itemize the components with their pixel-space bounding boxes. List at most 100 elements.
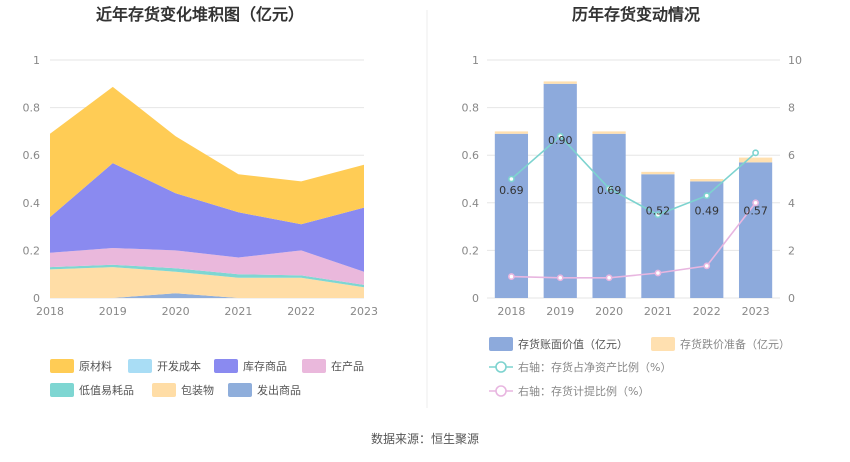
legend-label: 右轴：存货计提比例（%） (518, 384, 649, 398)
legend-label: 存货跌价准备（亿元） (680, 337, 790, 351)
right-x-tick-label: 2019 (546, 305, 574, 318)
bar (738, 157, 773, 163)
legend-label: 发出商品 (257, 383, 301, 397)
left-y-tick-label: 0.4 (23, 197, 41, 210)
bar (641, 174, 675, 298)
right-x-tick-label: 2022 (693, 305, 721, 318)
right-y2-tick-label: 2 (788, 244, 795, 257)
left-y-tick-label: 0.8 (23, 102, 41, 115)
right-x-tick-label: 2020 (595, 305, 623, 318)
right-x-tick-label: 2021 (644, 305, 672, 318)
right-legend: 存货账面价值（亿元） 存货跌价准备（亿元） 右轴：存货占净资产比例（%） 右轴：存货计… (489, 337, 790, 398)
line-point (703, 192, 711, 200)
line-point (654, 269, 662, 277)
source-note: 数据来源：恒生聚源 (371, 431, 479, 446)
left-y-tick-label: 0 (33, 292, 40, 305)
bar (543, 83, 577, 298)
right-y2-tick-label: 0 (788, 292, 795, 305)
line-point (556, 274, 564, 282)
left-y-tick-label: 0.2 (23, 244, 41, 257)
bar (494, 131, 529, 134)
line-point (752, 149, 759, 157)
line-point (508, 175, 515, 183)
left-x-tick-label: 2020 (162, 305, 190, 318)
left-y-tick-label: 0.6 (23, 149, 41, 162)
right-y-tick-label: 0.8 (462, 102, 480, 115)
bar (592, 133, 626, 298)
right-x-ticks: 2018 2019 2020 2021 2022 2023 (497, 305, 769, 318)
area-series (50, 264, 364, 288)
area-series (50, 86, 364, 225)
right-chart-title: 历年存货变动情况 (572, 5, 700, 24)
bar-value-label: 0.52 (646, 205, 671, 218)
left-chart-title: 近年存货变化堆积图（亿元） (96, 5, 304, 24)
right-y2-tick-label: 10 (788, 54, 802, 67)
line-point (752, 199, 759, 207)
bar-value-label: 0.69 (499, 184, 524, 197)
line-point (654, 211, 662, 219)
legend-label: 存货账面价值（亿元） (518, 337, 628, 351)
left-x-tick-label: 2023 (350, 305, 378, 318)
area-series (50, 163, 364, 272)
right-y2-tick-label: 6 (788, 149, 795, 162)
bar-value-label: 0.49 (695, 205, 720, 218)
right-y-tick-label: 0.2 (462, 244, 480, 257)
legend-marker (495, 361, 507, 373)
right-x-tick-label: 2023 (742, 305, 770, 318)
line-point (605, 185, 613, 192)
line-point (556, 132, 564, 140)
legend-label: 低值易耗品 (79, 384, 134, 397)
left-areas (50, 86, 364, 298)
legend-swatch (128, 359, 152, 373)
stacked-area-chart: 近年存货变化堆积图（亿元） 0 0.2 0.4 0.6 0.8 1 2018 2019 202… (23, 5, 378, 397)
legend-marker (495, 385, 507, 397)
legend-swatch (651, 337, 675, 351)
left-y-ticks: 0 0.2 0.4 0.6 0.8 1 (23, 54, 41, 305)
area-series (50, 248, 364, 285)
bar (641, 171, 675, 175)
bar-value-label: 0.69 (597, 184, 622, 197)
legend-label: 在产品 (331, 359, 364, 373)
legend-label: 包装物 (181, 383, 214, 397)
legend-swatch (214, 359, 238, 373)
bar (592, 131, 626, 134)
bar (690, 179, 724, 182)
bar (738, 162, 773, 298)
right-y-tick-label: 0.4 (462, 197, 480, 210)
left-y-tick-label: 1 (33, 54, 40, 67)
right-bars (494, 81, 773, 298)
legend-swatch (152, 383, 176, 397)
bar (543, 81, 577, 84)
left-x-tick-label: 2021 (224, 305, 252, 318)
bar-value-label: 0.90 (548, 134, 573, 147)
line-point (703, 262, 711, 270)
right-y-tick-label: 0.6 (462, 149, 480, 162)
left-x-tick-label: 2018 (36, 305, 64, 318)
right-y2-tick-label: 8 (788, 102, 795, 115)
right-y-tick-label: 0 (472, 292, 479, 305)
right-gridlines (487, 59, 780, 299)
right-data-labels: 0.69 0.90 0.69 0.52 0.49 0.57 (499, 134, 768, 218)
legend-swatch (302, 359, 326, 373)
legend-label: 库存商品 (243, 359, 287, 373)
right-y-tick-label: 1 (472, 54, 479, 67)
bar-value-label: 0.57 (743, 205, 768, 218)
bar-line-chart: 历年存货变动情况 0.69 0.90 0.69 0.52 0.49 0.57 0 0.2 0.… (462, 5, 803, 398)
legend-label: 右轴：存货占净资产比例（%） (518, 360, 671, 374)
right-y2-tick-label: 4 (788, 197, 795, 210)
left-x-ticks: 2018 2019 2020 2021 2022 2023 (36, 305, 378, 318)
line-series (510, 135, 757, 216)
line-point (605, 274, 613, 282)
line-point (508, 273, 515, 280)
right-y-ticks: 0 0.2 0.4 0.6 0.8 1 (462, 54, 480, 305)
bar (494, 133, 529, 298)
legend-swatch (228, 383, 252, 397)
legend-label: 开发成本 (157, 359, 201, 373)
line-series (511, 202, 757, 279)
left-x-tick-label: 2022 (287, 305, 315, 318)
right-lines (508, 132, 759, 282)
legend-swatch (50, 383, 74, 397)
legend-label: 原材料 (79, 359, 112, 373)
